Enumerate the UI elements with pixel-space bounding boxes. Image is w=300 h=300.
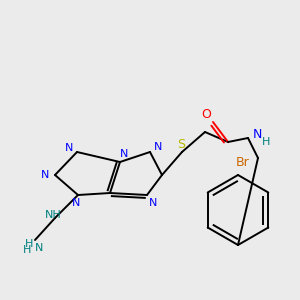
Text: NH: NH xyxy=(45,210,61,220)
Text: N: N xyxy=(35,243,43,253)
Text: O: O xyxy=(201,109,211,122)
Text: N: N xyxy=(149,198,157,208)
Text: H: H xyxy=(262,137,270,147)
Text: Br: Br xyxy=(236,157,250,169)
Text: H: H xyxy=(23,245,31,255)
Text: S: S xyxy=(177,137,185,151)
Text: N: N xyxy=(65,143,73,153)
Text: N: N xyxy=(253,128,262,142)
Text: N: N xyxy=(41,170,49,180)
Text: N: N xyxy=(154,142,162,152)
Text: H: H xyxy=(25,239,33,249)
Text: N: N xyxy=(120,149,128,159)
Text: N: N xyxy=(72,198,80,208)
